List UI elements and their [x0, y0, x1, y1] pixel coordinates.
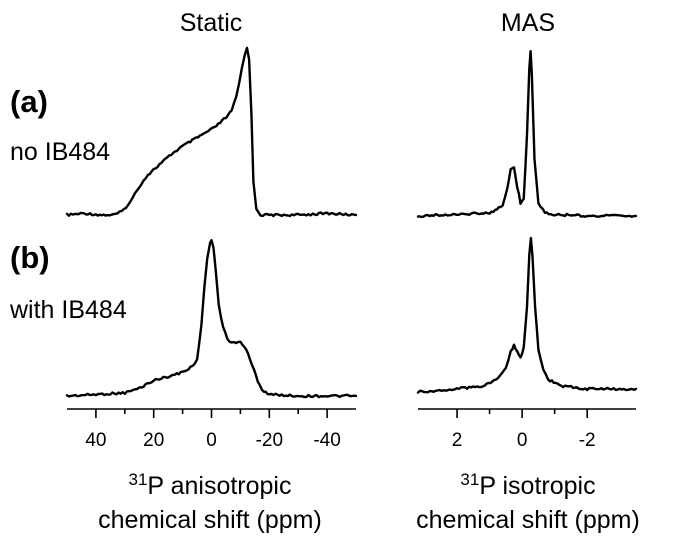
mas-x-ticks: 2 0 -2 — [452, 409, 596, 451]
mas-spectrum-a — [416, 50, 638, 219]
static-x-axis-superscript: 31 — [129, 470, 148, 489]
panel-b-description: with IB484 — [9, 296, 127, 324]
static-tick-label: -40 — [313, 430, 340, 451]
mas-spectrum-b — [416, 236, 638, 394]
static-tick-label: 0 — [206, 430, 217, 451]
static-x-axis-title-line1: 31P anisotropic — [129, 470, 292, 500]
static-x-axis-title-line2: chemical shift (ppm) — [98, 506, 322, 534]
mas-tick-label: 2 — [452, 430, 463, 451]
static-column: 40 20 0 -20 -40 31P anisotropic chemical shi… — [65, 46, 358, 534]
mas-column-title: MAS — [501, 9, 555, 37]
mas-x-axis-superscript: 31 — [460, 470, 479, 489]
static-x-ticks: 40 20 0 -20 -40 — [85, 409, 341, 451]
mas-x-axis-title-text: P isotropic — [479, 472, 595, 500]
panel-b-letter: (b) — [10, 240, 50, 275]
static-tick-label: -20 — [256, 430, 283, 451]
mas-x-axis-title-line2: chemical shift (ppm) — [416, 506, 640, 534]
mas-tick-label: -2 — [579, 430, 596, 451]
static-tick-label: 40 — [85, 430, 106, 451]
static-spectrum-a — [65, 46, 358, 218]
panel-a-letter: (a) — [10, 84, 48, 119]
static-column-title: Static — [180, 9, 243, 37]
static-tick-label: 20 — [143, 430, 164, 451]
static-spectrum-b — [65, 239, 358, 399]
static-x-axis-title-text: P anisotropic — [147, 472, 291, 500]
panel-a-description: no IB484 — [10, 138, 110, 166]
mas-tick-label: 0 — [517, 430, 528, 451]
mas-column: 2 0 -2 31P isotropic chemical shift (ppm) — [416, 50, 640, 534]
mas-x-axis-title-line1: 31P isotropic — [460, 470, 595, 500]
